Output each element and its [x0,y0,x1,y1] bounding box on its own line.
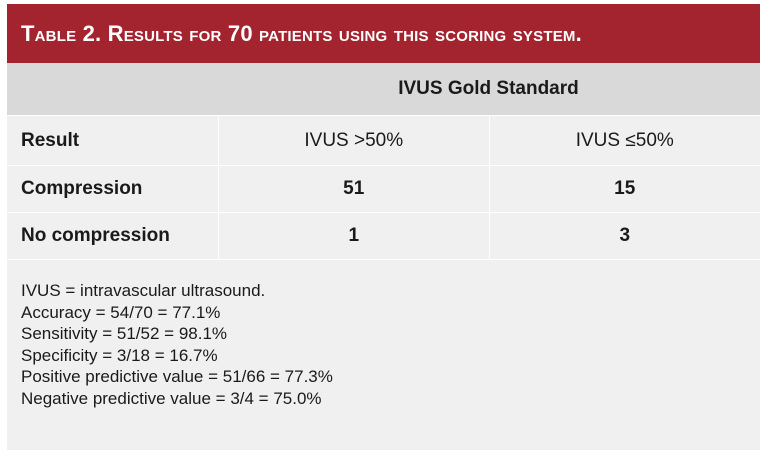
table-title: Table 2. Results for 70 patients using t… [7,4,760,63]
note-accuracy: Accuracy = 54/70 = 77.1% [21,302,221,322]
row-label-compression: Compression [7,166,219,213]
note-npv: Negative predictive value = 3/4 = 75.0% [21,388,322,408]
results-table: Table 2. Results for 70 patients using t… [7,4,760,450]
table-notes: IVUS = intravascular ultrasound. Accurac… [7,260,760,409]
cell-compression-gt-50: 51 [219,166,490,213]
column-header-ivus-gt-50: IVUS >50% [219,116,490,166]
cell-no-compression-le-50: 3 [489,213,760,260]
note-ppv: Positive predictive value = 51/66 = 77.3… [21,367,333,386]
group-header: IVUS Gold Standard [7,63,760,116]
column-header-ivus-le-50: IVUS ≤50% [489,116,760,166]
note-sensitivity: Sensitivity = 51/52 = 98.1% [21,324,228,343]
cell-compression-le-50: 15 [489,166,760,213]
note-specificity: Specificity = 3/18 = 16.7% [21,345,218,365]
cell-no-compression-gt-50: 1 [219,213,490,260]
table-grid: Result IVUS >50% IVUS ≤50% Compression 5… [7,116,760,260]
group-header-label: IVUS Gold Standard [398,78,579,99]
row-label-no-compression: No compression [7,213,219,260]
note-abbreviation: IVUS = intravascular ultrasound. [21,281,266,300]
column-header-result: Result [7,116,219,166]
